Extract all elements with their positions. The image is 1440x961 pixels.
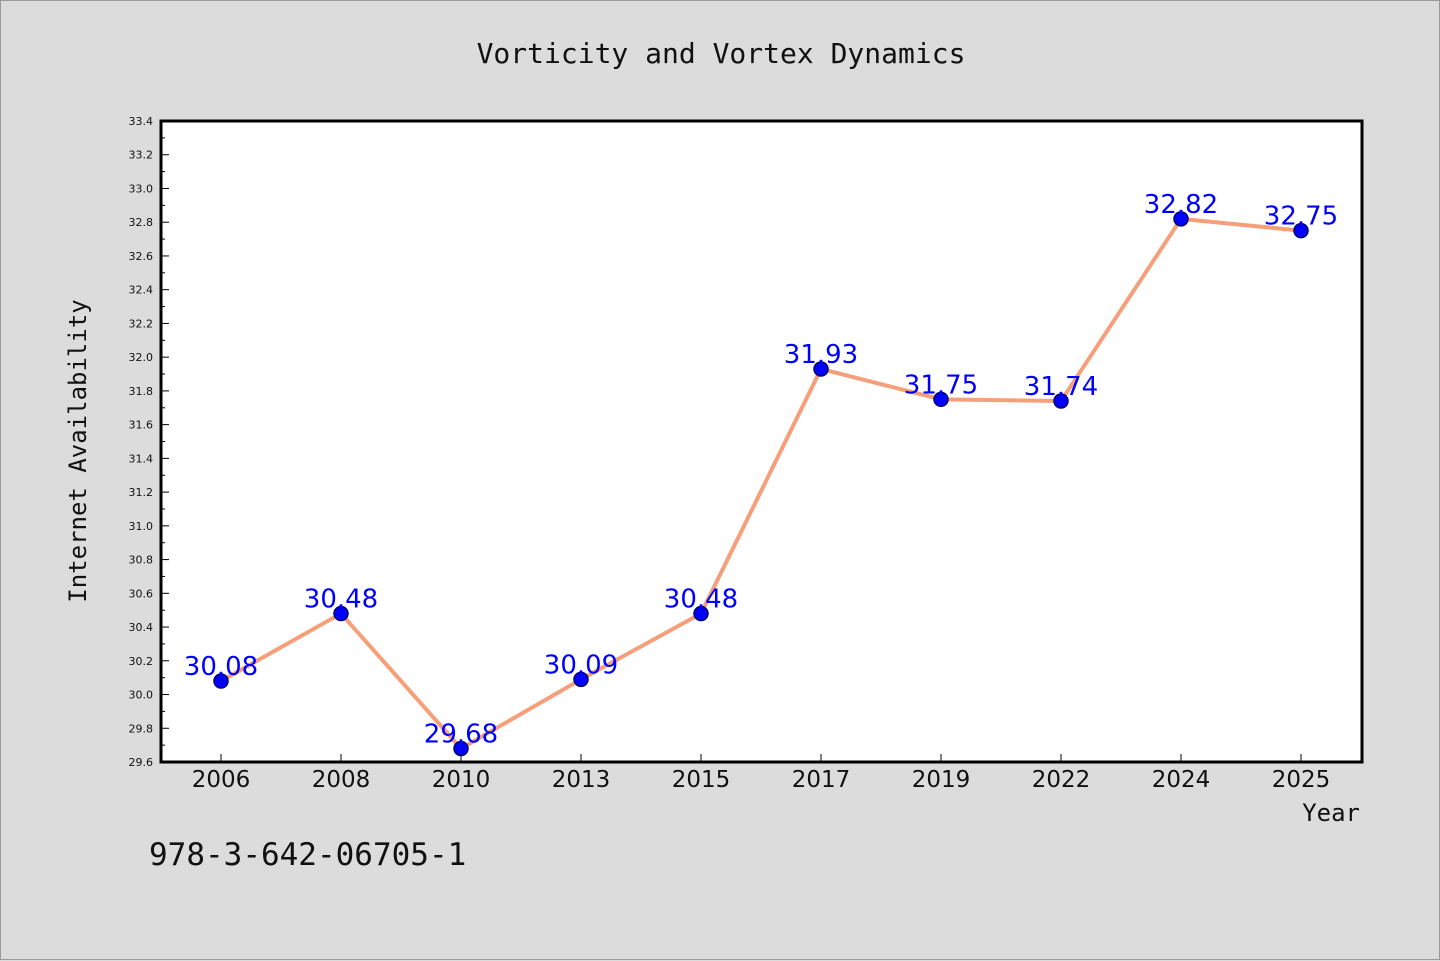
x-tick-label: 2025 <box>1272 767 1331 793</box>
data-label: 31.74 <box>1024 372 1098 402</box>
y-tick-label: 31.8 <box>129 385 154 398</box>
y-axis: 29.6 29.8 30.0 30.2 30.4 30.6 30.8 31.0 31.2 31.4… <box>129 115 169 769</box>
data-label: 31.75 <box>904 370 978 400</box>
plot-area <box>159 119 1364 764</box>
y-tick-label: 29.8 <box>129 722 154 735</box>
data-label: 29.68 <box>424 720 498 750</box>
y-tick-label: 33.0 <box>129 182 154 195</box>
data-label: 30.08 <box>184 652 258 682</box>
y-tick-label: 32.0 <box>129 351 154 364</box>
data-label: 32.75 <box>1264 202 1338 232</box>
x-axis: 2006 2008 2010 2013 2015 2017 2019 2022 2024 2025 <box>192 754 1331 793</box>
y-tick-label: 32.4 <box>129 284 154 297</box>
y-tick-label: 31.0 <box>129 520 154 533</box>
series-group <box>213 211 1309 757</box>
data-label: 32.82 <box>1144 190 1218 220</box>
y-tick-label: 29.6 <box>129 756 154 769</box>
x-tick-label: 2013 <box>552 767 611 793</box>
data-point <box>933 391 949 408</box>
x-tick-label: 2022 <box>1032 767 1091 793</box>
x-axis-label: Year <box>1302 799 1360 827</box>
y-tick-label: 32.2 <box>129 317 154 330</box>
data-point <box>813 361 829 377</box>
y-tick-label: 31.6 <box>129 419 154 432</box>
data-label: 30.09 <box>544 650 618 680</box>
x-tick-label: 2006 <box>192 767 251 793</box>
y-tick-label: 30.0 <box>129 689 154 702</box>
y-tick-label: 31.2 <box>129 486 154 499</box>
x-tick-label: 2017 <box>792 767 851 793</box>
y-tick-label: 30.4 <box>129 621 154 634</box>
data-label: 31.93 <box>784 340 858 370</box>
isbn-caption: 978-3-642-06705-1 <box>149 837 466 873</box>
x-tick-label: 2008 <box>312 767 371 793</box>
y-tick-label: 30.8 <box>129 554 154 567</box>
data-point <box>1053 393 1069 409</box>
y-tick-label: 30.2 <box>129 655 154 668</box>
y-tick-label: 32.8 <box>129 216 154 229</box>
x-tick-label: 2024 <box>1152 767 1211 793</box>
x-tick-label: 2019 <box>912 767 971 793</box>
data-point <box>1293 222 1309 239</box>
y-tick-label: 33.2 <box>129 149 154 162</box>
data-label: 30.48 <box>664 585 738 615</box>
data-point <box>213 673 229 689</box>
x-tick-label: 2010 <box>432 767 491 793</box>
y-tick-label: 33.4 <box>129 115 154 128</box>
data-labels-group: 30.08 30.48 29.68 30.09 30.48 31.93 31.75 31.74… <box>184 190 1338 750</box>
series-line <box>219 216 1303 751</box>
chart-title: Vorticity and Vortex Dynamics <box>477 37 966 70</box>
y-tick-label: 31.4 <box>129 452 154 465</box>
data-point <box>333 605 349 622</box>
y-tick-label: 32.6 <box>129 250 154 263</box>
data-label: 30.48 <box>304 585 378 615</box>
y-tick-label: 30.6 <box>129 587 154 600</box>
x-tick-label: 2015 <box>672 767 731 793</box>
data-point <box>1173 211 1189 227</box>
y-axis-label: Internet Availability <box>64 299 92 602</box>
data-point <box>453 740 469 757</box>
data-point <box>693 605 709 622</box>
data-point <box>573 671 589 688</box>
